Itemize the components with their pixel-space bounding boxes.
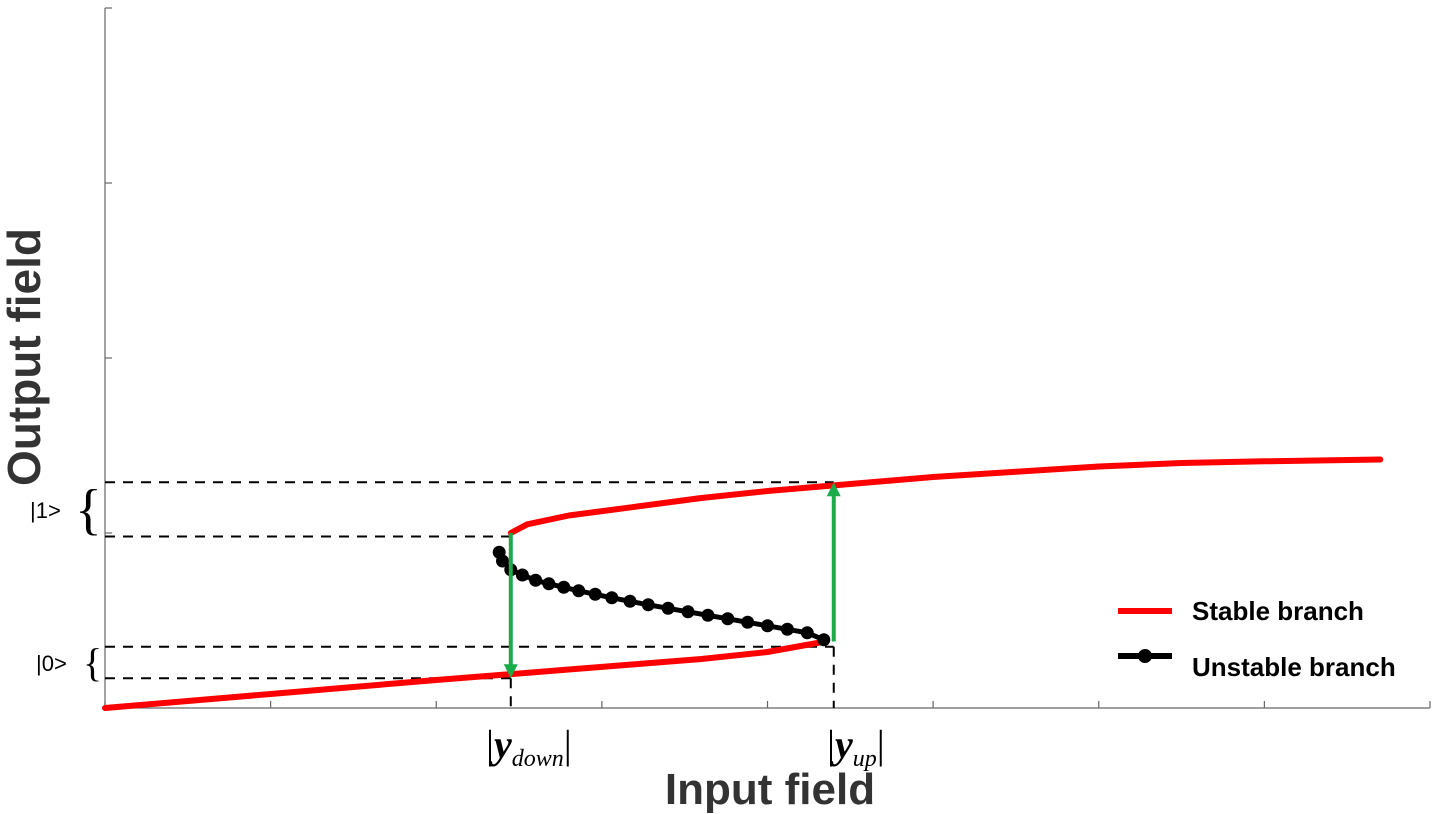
- y-down-label: |ydown|: [486, 722, 572, 772]
- transition-arrows: [503, 482, 841, 679]
- unstable-branch-point: [605, 591, 619, 605]
- y-down-bar-close: |: [564, 722, 572, 767]
- y-up-subscript: up: [853, 746, 877, 772]
- unstable-branch-point: [623, 594, 637, 608]
- brace-zero: {: [83, 640, 102, 685]
- unstable-branch-point: [588, 587, 602, 601]
- unstable-branch-point: [542, 577, 556, 591]
- unstable-branch-point: [641, 598, 655, 612]
- unstable-branch-point: [800, 626, 814, 640]
- y-down-bar-open: |: [486, 722, 494, 767]
- series-layer: [102, 456, 1384, 711]
- legend: Stable branch Unstable branch: [1118, 596, 1396, 682]
- unstable-branch-point: [817, 633, 831, 647]
- unstable-branch-point: [661, 601, 675, 615]
- unstable-branch-point: [681, 605, 695, 619]
- x-axis-title: Input field: [665, 765, 875, 814]
- legend-marker-unstable: [1138, 649, 1152, 663]
- unstable-branch-point: [572, 584, 586, 598]
- unstable-branch-point: [529, 573, 543, 587]
- y-up-bar-close: |: [877, 722, 885, 767]
- unstable-branch-point: [701, 608, 715, 622]
- transition-arrow-up-head: [826, 482, 841, 497]
- unstable-branch-point: [496, 554, 509, 568]
- legend-label-unstable: Unstable branch: [1192, 652, 1396, 682]
- y-axis-title: Output field: [0, 228, 50, 486]
- y-up-label: |yup|: [827, 722, 885, 772]
- dashed-guides: [105, 481, 835, 708]
- y-up-symbol: y: [831, 722, 853, 767]
- brace-one: {: [75, 479, 102, 541]
- unstable-branch-point: [721, 612, 735, 626]
- state-label-zero: |0>: [36, 651, 67, 676]
- y-up-bar-open: |: [827, 722, 835, 767]
- unstable-branch-point: [780, 622, 794, 636]
- unstable-branch-point: [741, 615, 755, 629]
- transition-arrow-down-head: [503, 664, 518, 679]
- unstable-branch-point: [515, 568, 529, 582]
- y-down-subscript: down: [512, 746, 564, 772]
- unstable-branch-point: [761, 619, 774, 633]
- stable-branch-upper: [507, 456, 1384, 536]
- stable-branch-lower: [102, 638, 829, 711]
- y-down-symbol: y: [490, 722, 512, 767]
- unstable-branch-line: [496, 551, 825, 643]
- unstable-branch-point: [557, 580, 571, 594]
- legend-label-stable: Stable branch: [1192, 596, 1364, 626]
- state-label-one: |1>: [30, 498, 61, 523]
